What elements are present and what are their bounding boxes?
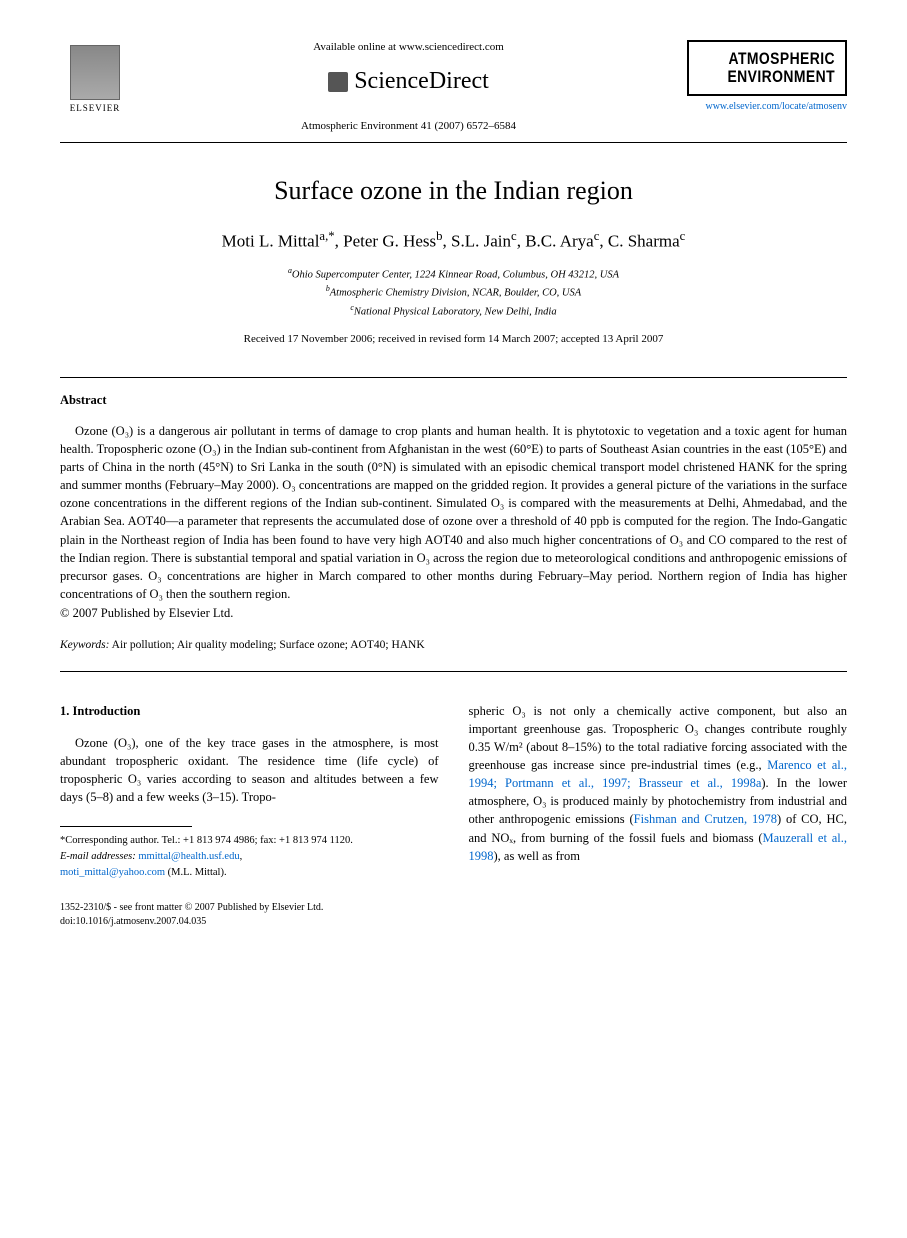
journal-logo-line2: ENVIRONMENT bbox=[723, 68, 835, 86]
affiliation-b: bAtmospheric Chemistry Division, NCAR, B… bbox=[60, 283, 847, 301]
email-link-1[interactable]: mmittal@health.usf.edu bbox=[138, 851, 239, 862]
keywords-label: Keywords: bbox=[60, 639, 109, 651]
email-link-2[interactable]: moti_mittal@yahoo.com bbox=[60, 867, 165, 878]
footnote-divider bbox=[60, 826, 192, 827]
elsevier-tree-icon bbox=[70, 45, 120, 100]
abstract-heading: Abstract bbox=[60, 392, 847, 410]
introduction-para-1: Ozone (O₃), one of the key trace gases i… bbox=[60, 734, 439, 807]
column-left: 1. Introduction Ozone (O₃), one of the k… bbox=[60, 702, 439, 929]
doi-block: 1352-2310/$ - see front matter © 2007 Pu… bbox=[60, 901, 439, 929]
sciencedirect-text: ScienceDirect bbox=[354, 65, 489, 99]
elsevier-logo: ELSEVIER bbox=[60, 40, 130, 120]
page-header: ELSEVIER Available online at www.science… bbox=[60, 40, 847, 134]
sciencedirect-icon bbox=[328, 72, 348, 92]
affiliation-a: aOhio Supercomputer Center, 1224 Kinnear… bbox=[60, 265, 847, 283]
journal-logo-container: ATMOSPHERIC ENVIRONMENT www.elsevier.com… bbox=[687, 40, 847, 114]
article-title: Surface ozone in the Indian region bbox=[60, 173, 847, 209]
affiliations: aOhio Supercomputer Center, 1224 Kinnear… bbox=[60, 265, 847, 320]
header-divider bbox=[60, 142, 847, 143]
body-columns: 1. Introduction Ozone (O₃), one of the k… bbox=[60, 702, 847, 929]
introduction-para-2: spheric O₃ is not only a chemically acti… bbox=[469, 702, 848, 865]
journal-url[interactable]: www.elsevier.com/locate/atmosenv bbox=[687, 100, 847, 114]
journal-reference: Atmospheric Environment 41 (2007) 6572–6… bbox=[150, 119, 667, 134]
introduction-heading: 1. Introduction bbox=[60, 702, 439, 720]
affiliation-c: cNational Physical Laboratory, New Delhi… bbox=[60, 302, 847, 320]
available-online-text: Available online at www.sciencedirect.co… bbox=[150, 40, 667, 55]
center-header: Available online at www.sciencedirect.co… bbox=[130, 40, 687, 134]
journal-logo-line1: ATMOSPHERIC bbox=[723, 50, 835, 68]
corresponding-author-footnote: *Corresponding author. Tel.: +1 813 974 … bbox=[60, 833, 439, 849]
doi-line: doi:10.1016/j.atmosenv.2007.04.035 bbox=[60, 915, 439, 929]
elsevier-label: ELSEVIER bbox=[70, 102, 121, 115]
email-author: (M.L. Mittal). bbox=[165, 867, 227, 878]
authors-line: Moti L. Mittala,*, Peter G. Hessb, S.L. … bbox=[60, 228, 847, 253]
email-label: E-mail addresses: bbox=[60, 851, 136, 862]
reference-link-2[interactable]: Fishman and Crutzen, 1978 bbox=[634, 812, 777, 826]
sciencedirect-logo: ScienceDirect bbox=[328, 65, 489, 99]
journal-logo-box: ATMOSPHERIC ENVIRONMENT bbox=[687, 40, 847, 96]
abstract-bottom-divider bbox=[60, 671, 847, 672]
keywords-text: Air pollution; Air quality modeling; Sur… bbox=[112, 639, 425, 651]
abstract-top-divider bbox=[60, 377, 847, 378]
abstract-body: Ozone (O₃) is a dangerous air pollutant … bbox=[60, 422, 847, 603]
email-footnote: E-mail addresses: mmittal@health.usf.edu… bbox=[60, 849, 439, 881]
article-dates: Received 17 November 2006; received in r… bbox=[60, 332, 847, 347]
front-matter-line: 1352-2310/$ - see front matter © 2007 Pu… bbox=[60, 901, 439, 915]
column-right: spheric O₃ is not only a chemically acti… bbox=[469, 702, 848, 929]
abstract-copyright: © 2007 Published by Elsevier Ltd. bbox=[60, 605, 847, 623]
keywords-line: Keywords: Air pollution; Air quality mod… bbox=[60, 637, 847, 653]
